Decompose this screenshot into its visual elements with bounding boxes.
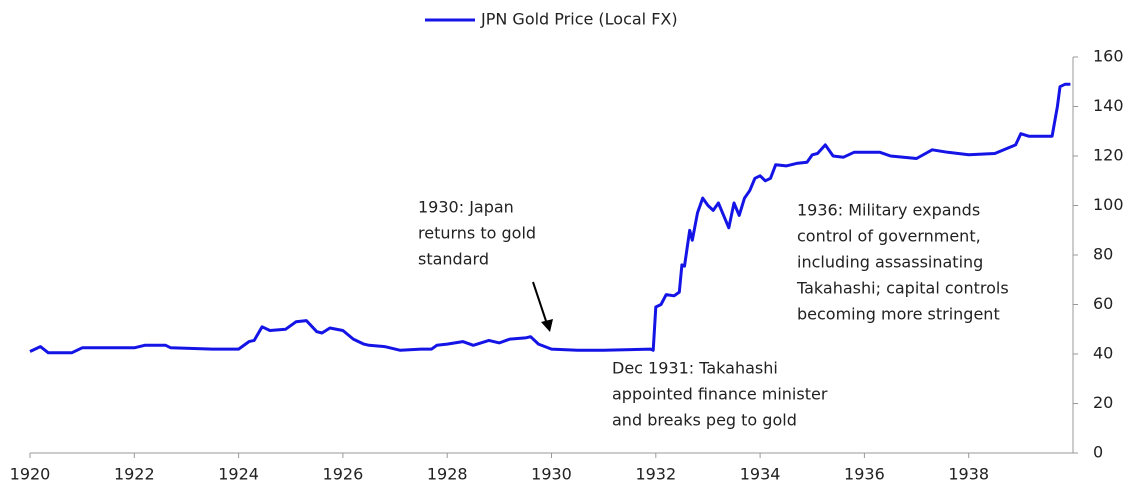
annotation: 1936: Military expands bbox=[797, 201, 980, 220]
y-tick-label: 40 bbox=[1093, 344, 1113, 363]
y-tick-label: 140 bbox=[1093, 96, 1124, 115]
y-tick-label: 160 bbox=[1093, 47, 1124, 66]
x-tick-label: 1934 bbox=[740, 465, 781, 484]
x-tick-label: 1926 bbox=[323, 465, 364, 484]
annotation: becoming more stringent bbox=[797, 305, 1000, 324]
annotation: Dec 1931: Takahashi bbox=[612, 359, 778, 378]
x-tick-label: 1932 bbox=[635, 465, 676, 484]
x-tick-label: 1938 bbox=[948, 465, 989, 484]
annotation: returns to gold bbox=[418, 224, 536, 243]
annotation: Takahashi; capital controls bbox=[796, 279, 1009, 298]
x-tick-label: 1920 bbox=[10, 465, 51, 484]
annotation: 1930: Japan bbox=[418, 198, 514, 217]
annotation: and breaks peg to gold bbox=[612, 411, 797, 430]
annotation: including assassinating bbox=[797, 253, 983, 272]
x-tick-label: 1936 bbox=[844, 465, 885, 484]
annotation: appointed finance minister bbox=[612, 385, 828, 404]
x-tick-label: 1924 bbox=[218, 465, 259, 484]
y-tick-label: 0 bbox=[1093, 443, 1103, 462]
y-tick-label: 60 bbox=[1093, 294, 1113, 313]
arrow-head bbox=[541, 319, 553, 332]
x-tick-label: 1922 bbox=[114, 465, 155, 484]
annotation: control of government, bbox=[797, 227, 981, 246]
data-line bbox=[29, 82, 1071, 355]
y-tick-label: 80 bbox=[1093, 245, 1113, 264]
y-tick-label: 100 bbox=[1093, 195, 1124, 214]
x-tick-label: 1930 bbox=[531, 465, 572, 484]
annotation: standard bbox=[418, 250, 489, 269]
y-tick-label: 20 bbox=[1093, 393, 1113, 412]
y-tick-label: 120 bbox=[1093, 146, 1124, 165]
arrow-line bbox=[532, 281, 549, 328]
x-tick-label: 1928 bbox=[427, 465, 468, 484]
legend-label: JPN Gold Price (Local FX) bbox=[480, 10, 678, 29]
